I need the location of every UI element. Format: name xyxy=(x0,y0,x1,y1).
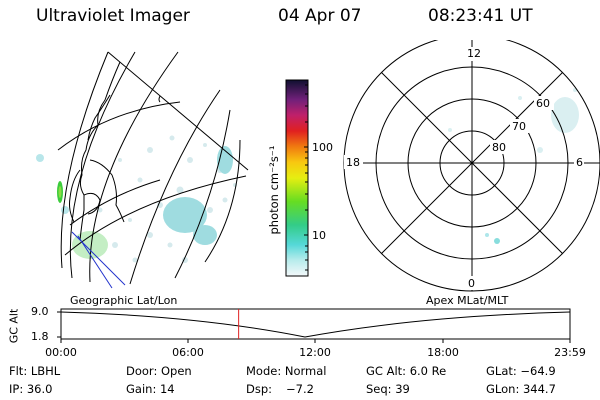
colorbar-tick-100: 100 xyxy=(312,141,333,154)
gc-alt-info: GC Alt: 6.0 Re xyxy=(366,364,447,378)
mlt-label-12: 12 xyxy=(467,47,481,60)
colorbar-tick-10: 10 xyxy=(312,229,326,242)
mode-info: Mode: Normal xyxy=(246,364,327,378)
dsp-label: Dsp: xyxy=(246,382,273,396)
glon-info: GLon: 344.7 xyxy=(486,382,556,396)
polar-mlat-mlt-plot xyxy=(343,40,600,292)
mlt-label-0: 0 xyxy=(468,277,475,290)
observation-time: 08:23:41 UT xyxy=(428,6,533,26)
mlat-label-70: 70 xyxy=(512,120,526,133)
time-tick-1200: 12:00 xyxy=(299,346,331,359)
intensity-colorbar xyxy=(285,79,309,277)
colorbar-unit-label: photon cm⁻²s⁻¹ xyxy=(267,145,281,235)
apex-projection-label: Apex MLat/MLT xyxy=(426,294,509,307)
glat-info: GLat: −64.9 xyxy=(486,364,556,378)
geographic-image-panel xyxy=(36,51,249,289)
gain-info: Gain: 14 xyxy=(126,382,175,396)
filter-info: Flt: LBHL xyxy=(9,364,61,378)
app-title: Ultraviolet Imager xyxy=(36,6,190,26)
time-tick-1800: 18:00 xyxy=(427,346,459,359)
dsp-value: −7.2 xyxy=(286,382,314,396)
ip-info: IP: 36.0 xyxy=(9,382,53,396)
seq-info: Seq: 39 xyxy=(366,382,410,396)
time-tick-0000: 00:00 xyxy=(45,346,77,359)
altitude-strip-chart xyxy=(57,308,571,343)
altitude-tick-low: 1.8 xyxy=(31,330,49,343)
geographic-projection-label: Geographic Lat/Lon xyxy=(70,294,178,307)
altitude-tick-high: 9.0 xyxy=(31,305,49,318)
altitude-trace xyxy=(60,311,571,338)
mlat-label-60: 60 xyxy=(536,97,550,110)
mlt-label-6: 6 xyxy=(576,156,583,169)
observation-date: 04 Apr 07 xyxy=(278,6,362,26)
mlt-label-18: 18 xyxy=(346,156,360,169)
time-tick-0600: 06:00 xyxy=(172,346,204,359)
mlat-label-80: 80 xyxy=(492,141,506,154)
time-tick-2359: 23:59 xyxy=(554,346,586,359)
door-info: Door: Open xyxy=(126,364,192,378)
altitude-axis-label: GC Alt xyxy=(7,308,21,344)
